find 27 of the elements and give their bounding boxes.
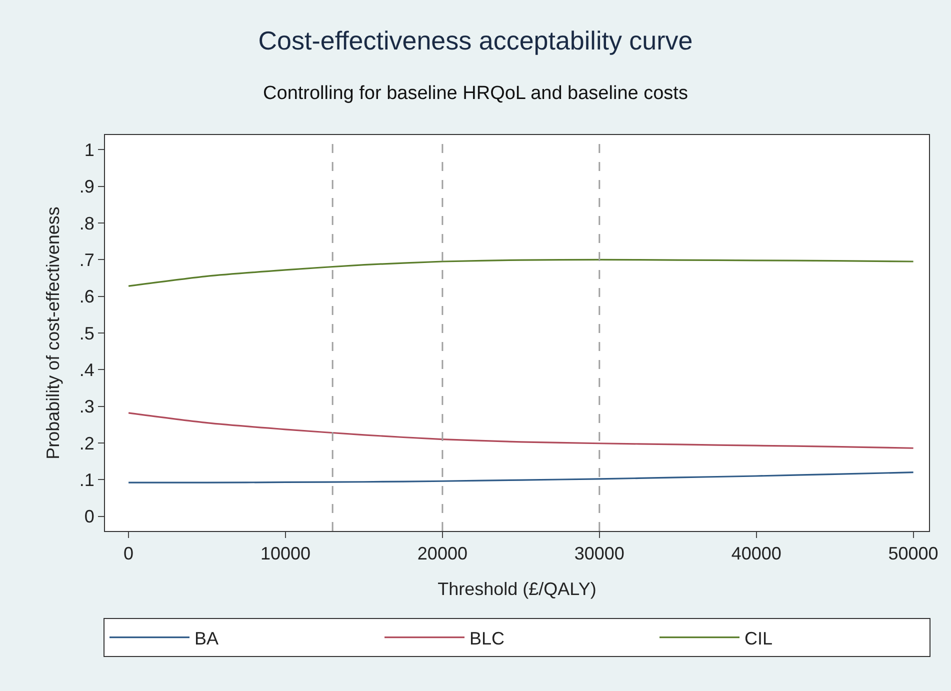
y-tick-label: .4 [79,360,94,380]
y-tick-label: .6 [79,286,94,307]
line-series [128,412,914,449]
chart-subtitle: Controlling for baseline HRQoL and baseline costs [263,82,688,104]
legend-label: BLC [470,628,505,648]
x-tick-label: 0 [124,544,134,564]
line-series [128,258,914,287]
y-tick-label: 1 [84,140,94,160]
y-axis-title: Probability of cost-effectiveness [43,206,63,460]
y-tick-label: .9 [79,176,94,197]
x-tick-label: 10000 [260,544,311,564]
line-series [128,472,914,484]
x-tick-label: 40000 [731,544,782,564]
y-tick-label: .8 [79,213,94,234]
x-tick-label: 20000 [417,544,468,564]
y-tick-label: .2 [79,433,94,454]
legend-label: BA [194,628,219,648]
y-tick-label: .1 [79,470,94,490]
y-tick-label: .7 [79,250,94,270]
x-tick-label: 50000 [888,544,938,564]
x-tick-label: 30000 [574,544,624,564]
y-tick-label: 0 [84,506,94,527]
y-tick-label: .5 [79,323,94,344]
chart-title: Cost-effectiveness acceptability curve [258,25,693,56]
y-tick-label: .3 [79,396,94,417]
x-axis-title: Threshold (£/QALY) [438,579,596,599]
legend-label: CIL [744,628,773,648]
